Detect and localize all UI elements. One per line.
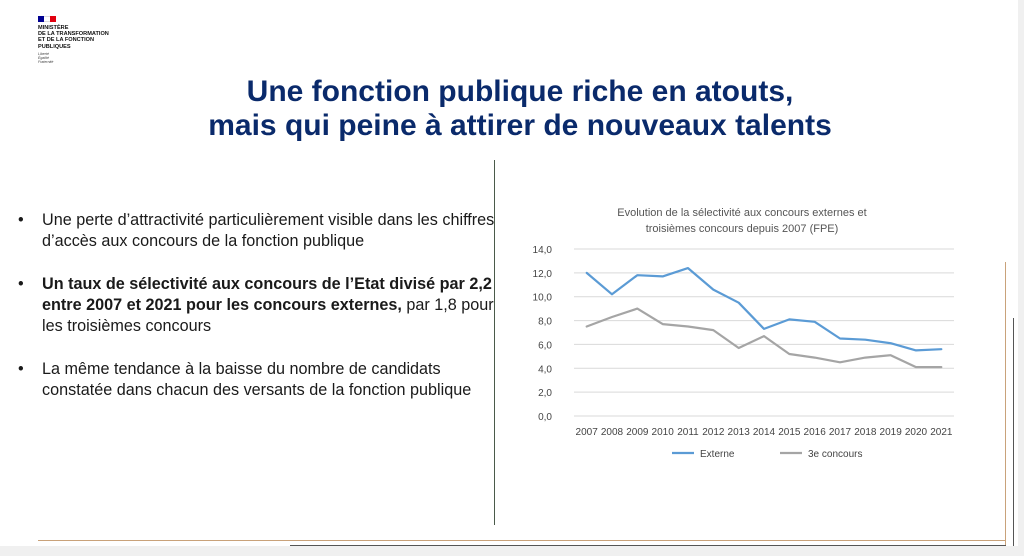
decorative-line bbox=[1005, 262, 1006, 546]
ministry-name: Ministère de la transformation et de la … bbox=[38, 25, 109, 50]
x-tick-label: 2012 bbox=[702, 427, 725, 438]
flag-icon bbox=[38, 16, 56, 22]
decorative-line bbox=[38, 540, 1006, 541]
x-tick-label: 2014 bbox=[753, 427, 776, 438]
legend-label: Externe bbox=[700, 449, 735, 460]
bullet-marker: • bbox=[18, 275, 24, 293]
x-tick-label: 2015 bbox=[778, 427, 801, 438]
bullet-item: • La même tendance à la baisse du nombre… bbox=[18, 359, 498, 401]
x-tick-label: 2016 bbox=[804, 427, 827, 438]
series-line-3e-concours bbox=[585, 307, 943, 369]
vertical-divider bbox=[494, 160, 495, 525]
x-tick-label: 2008 bbox=[601, 427, 624, 438]
republic-motto: Liberté Égalité Fraternité bbox=[38, 51, 54, 64]
decorative-line bbox=[290, 545, 1006, 546]
bullet-marker: • bbox=[18, 360, 24, 378]
bullet-list: • Une perte d’attractivité particulièrem… bbox=[18, 210, 498, 423]
x-tick-label: 2017 bbox=[829, 427, 852, 438]
x-tick-label: 2021 bbox=[930, 427, 953, 438]
title-line-1: Une fonction publique riche en atouts, bbox=[246, 75, 794, 108]
chart-title: Evolution de la sélectivité aux concours… bbox=[617, 207, 867, 235]
y-tick-label: 0,0 bbox=[538, 412, 552, 423]
y-tick-label: 4,0 bbox=[538, 364, 552, 375]
bullet-text: Une perte d’attractivité particulièremen… bbox=[42, 211, 495, 250]
x-tick-label: 2010 bbox=[652, 427, 675, 438]
bullet-item: • Une perte d’attractivité particulièrem… bbox=[18, 210, 498, 252]
bullet-bold-text: Un taux de sélectivité aux concours de l… bbox=[42, 275, 492, 314]
series-line-externe bbox=[585, 266, 943, 352]
x-tick-label: 2018 bbox=[854, 427, 877, 438]
x-tick-label: 2011 bbox=[677, 427, 699, 438]
y-tick-label: 14,0 bbox=[533, 245, 553, 256]
ministry-logo: Ministère de la transformation et de la … bbox=[38, 16, 148, 64]
bullet-marker: • bbox=[18, 211, 24, 229]
y-tick-label: 6,0 bbox=[538, 340, 552, 351]
bullet-text: par 1,8 pour les troisièmes concours bbox=[42, 296, 494, 335]
y-tick-label: 10,0 bbox=[533, 293, 553, 304]
bullet-text: La même tendance à la baisse du nombre d… bbox=[42, 360, 472, 399]
slide: Ministère de la transformation et de la … bbox=[0, 0, 1018, 546]
slide-title: Une fonction publique riche en atouts, m… bbox=[100, 75, 940, 143]
x-tick-label: 2007 bbox=[576, 427, 599, 438]
legend-label: 3e concours bbox=[808, 449, 862, 460]
title-line-2: mais qui peine à attirer de nouveaux tal… bbox=[208, 109, 832, 142]
decorative-line bbox=[1013, 318, 1014, 546]
x-tick-label: 2013 bbox=[728, 427, 751, 438]
selectivity-chart: Evolution de la sélectivité aux concours… bbox=[522, 200, 972, 470]
bullet-item: • Un taux de sélectivité aux concours de… bbox=[18, 274, 498, 337]
x-tick-label: 2019 bbox=[880, 427, 903, 438]
y-tick-label: 8,0 bbox=[538, 317, 552, 328]
y-tick-label: 12,0 bbox=[533, 269, 553, 280]
x-tick-label: 2020 bbox=[905, 427, 928, 438]
y-tick-label: 2,0 bbox=[538, 388, 552, 399]
x-tick-label: 2009 bbox=[626, 427, 649, 438]
